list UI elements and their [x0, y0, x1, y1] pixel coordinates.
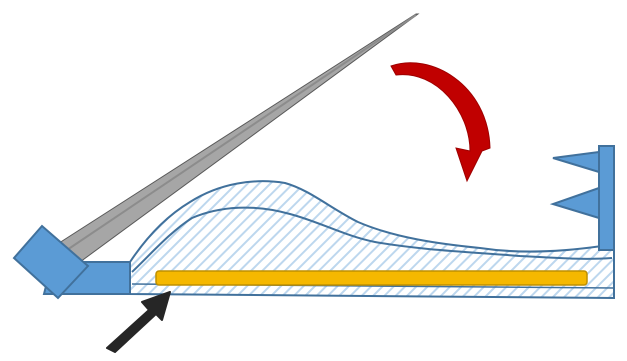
right-wall	[598, 145, 615, 251]
tray-body	[129, 180, 615, 300]
hinge-block	[12, 224, 90, 300]
lower-tooth	[549, 186, 600, 220]
lever-arm-shade	[63, 14, 417, 253]
curved-arrow-clockwise-icon	[390, 62, 491, 183]
yellow-bar	[155, 270, 588, 286]
inner-contour	[131, 206, 613, 273]
upper-tooth	[552, 150, 600, 174]
arrow-up-right-icon	[106, 291, 171, 353]
